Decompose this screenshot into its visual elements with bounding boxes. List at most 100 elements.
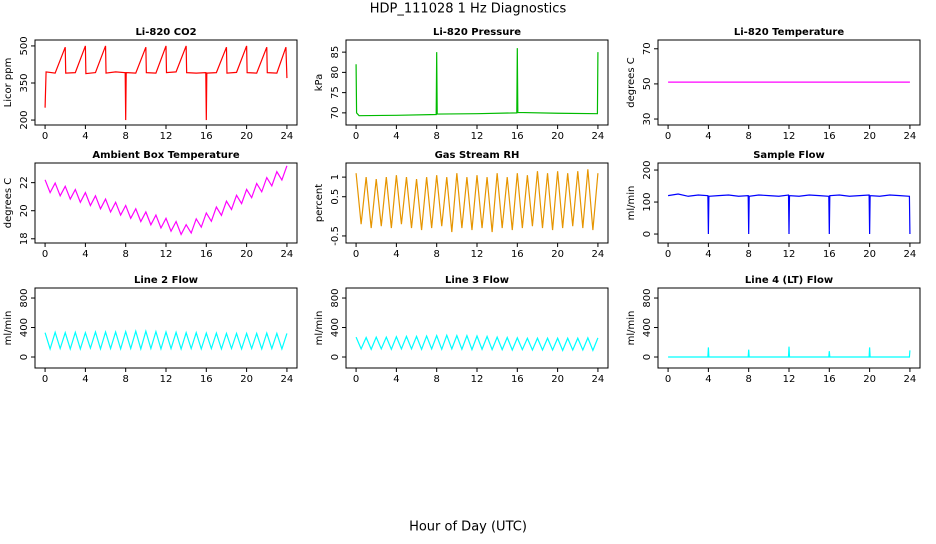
- y-tick-label: 1: [330, 174, 341, 180]
- y-tick-label: 200: [642, 160, 653, 179]
- panel: Sample Flow ml/min 0 4 8 12 16 20 24 0 100 200: [626, 150, 921, 260]
- x-tick-label: 4: [82, 131, 88, 142]
- y-tick-label: 500: [19, 36, 30, 55]
- x-tick-label: 12: [471, 374, 484, 385]
- panel-title: Li-820 Temperature: [734, 27, 844, 38]
- plot-frame: [345, 287, 609, 369]
- y-tick-label: 350: [19, 73, 30, 92]
- x-tick-label: 24: [281, 249, 294, 260]
- panel: Gas Stream RH percent 0 4 8 12 16 20 24 -0.5 0.5 1: [314, 150, 609, 260]
- x-tick-label: 8: [746, 249, 752, 260]
- x-tick-label: 24: [592, 249, 605, 260]
- panel-title: Ambient Box Temperature: [92, 150, 239, 161]
- x-tick-label: 16: [511, 249, 524, 260]
- main-title: HDP_111028 1 Hz Diagnostics: [370, 2, 567, 17]
- plot-frame: [345, 162, 609, 244]
- x-tick-label: 20: [240, 374, 253, 385]
- x-tick-label: 8: [123, 374, 129, 385]
- y-axis-label: kPa: [314, 74, 325, 92]
- x-tick-label: 16: [823, 374, 836, 385]
- x-tick-label: 4: [82, 374, 88, 385]
- x-tick-label: 20: [240, 131, 253, 142]
- y-tick-label: 200: [19, 111, 30, 130]
- panel: Li-820 Pressure kPa 0 4 8 12 16 20 24 70 75 80 85: [314, 27, 609, 142]
- plot-frame: [657, 39, 921, 126]
- panel-title: Gas Stream RH: [435, 150, 520, 161]
- x-tick-label: 16: [200, 374, 213, 385]
- x-tick-label: 4: [705, 374, 711, 385]
- y-axis-label: percent: [314, 184, 325, 222]
- x-tick-label: 24: [904, 131, 917, 142]
- panel: Li-820 Temperature degrees C 0 4 8 12 16 20 24 30…: [626, 27, 921, 142]
- x-tick-label: 12: [471, 249, 484, 260]
- y-tick-label: 800: [330, 288, 341, 307]
- data-line: [355, 169, 599, 233]
- y-tick-label: 0: [642, 231, 653, 237]
- data-line: [667, 193, 911, 235]
- x-tick-label: 20: [863, 374, 876, 385]
- plot-frame: [345, 39, 609, 126]
- y-tick-label: 0: [19, 354, 30, 360]
- x-tick-label: 0: [665, 374, 671, 385]
- x-tick-label: 12: [160, 374, 173, 385]
- plot-frame: [657, 162, 921, 244]
- x-tick-label: 4: [705, 131, 711, 142]
- panel: Ambient Box Temperature degrees C 0 4 8 12 16 2…: [3, 150, 298, 260]
- x-tick-label: 12: [783, 249, 796, 260]
- x-tick-label: 16: [200, 131, 213, 142]
- panel-title: Li-820 Pressure: [433, 27, 521, 38]
- x-tick-label: 24: [904, 249, 917, 260]
- x-tick-label: 12: [783, 131, 796, 142]
- x-axis-label: Hour of Day (UTC): [409, 520, 527, 535]
- x-tick-label: 8: [434, 131, 440, 142]
- y-tick-label: 100: [642, 192, 653, 211]
- x-tick-label: 12: [160, 249, 173, 260]
- y-tick-label: 400: [330, 318, 341, 337]
- x-tick-label: 16: [511, 374, 524, 385]
- panel-title: Sample Flow: [753, 150, 825, 161]
- plot-frame: [34, 39, 298, 126]
- panel: Line 2 Flow ml/min 0 4 8 12 16 20 24 0 400 800: [3, 275, 298, 385]
- y-tick-label: 800: [19, 288, 30, 307]
- data-line: [44, 329, 288, 352]
- plot-area: [44, 45, 288, 121]
- data-line: [668, 346, 911, 358]
- y-axis-label: degrees C: [626, 57, 637, 107]
- plot-area: [355, 333, 599, 352]
- x-tick-label: 4: [705, 249, 711, 260]
- y-tick-label: 30: [642, 113, 653, 126]
- y-tick-label: 18: [19, 232, 30, 245]
- x-tick-label: 4: [393, 131, 399, 142]
- y-tick-label: 22: [19, 176, 30, 189]
- y-axis-label: ml/min: [3, 311, 14, 346]
- y-axis-label: Licor ppm: [3, 58, 14, 108]
- x-tick-label: 8: [434, 249, 440, 260]
- data-line: [44, 45, 288, 121]
- x-tick-label: 20: [240, 249, 253, 260]
- data-line: [355, 333, 599, 352]
- x-tick-label: 16: [823, 249, 836, 260]
- x-tick-label: 24: [904, 374, 917, 385]
- x-tick-label: 8: [746, 131, 752, 142]
- x-tick-label: 20: [863, 249, 876, 260]
- y-axis-label: ml/min: [626, 186, 637, 221]
- x-tick-label: 0: [42, 249, 48, 260]
- y-tick-label: 20: [19, 204, 30, 217]
- x-tick-label: 8: [123, 131, 129, 142]
- plot-area: [44, 329, 288, 352]
- plot-area: [355, 48, 599, 117]
- x-tick-label: 20: [551, 374, 564, 385]
- x-tick-label: 8: [746, 374, 752, 385]
- plot-frame: [34, 287, 298, 369]
- panel-title: Line 2 Flow: [134, 275, 198, 286]
- x-tick-label: 24: [592, 374, 605, 385]
- y-tick-label: 0: [330, 354, 341, 360]
- plot-area: [44, 165, 288, 236]
- data-line: [355, 48, 599, 117]
- y-axis-label: degrees C: [3, 178, 14, 228]
- x-tick-label: 4: [82, 249, 88, 260]
- x-tick-label: 0: [665, 131, 671, 142]
- panel: Line 4 (LT) Flow ml/min 0 4 8 12 16 20 24 0 400 800: [626, 275, 921, 385]
- x-tick-label: 4: [393, 249, 399, 260]
